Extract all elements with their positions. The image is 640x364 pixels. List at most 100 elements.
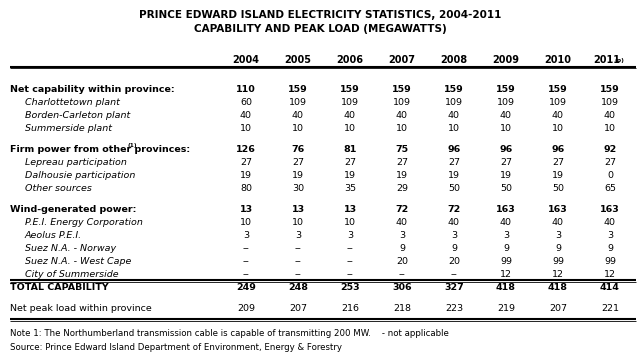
Text: Summerside plant: Summerside plant [25,124,112,133]
Text: 3: 3 [347,231,353,240]
Text: 159: 159 [392,85,412,94]
Text: 72: 72 [447,205,461,214]
Text: 159: 159 [600,85,620,94]
Text: 50: 50 [448,184,460,193]
Text: 248: 248 [288,283,308,292]
Text: Wind-generated power:: Wind-generated power: [10,205,136,214]
Text: 27: 27 [396,158,408,167]
Text: 9: 9 [503,244,509,253]
Text: 221: 221 [601,304,619,313]
Text: 99: 99 [552,257,564,266]
Text: --: -- [294,244,301,253]
Text: 9: 9 [607,244,613,253]
Text: 30: 30 [292,184,304,193]
Text: (1): (1) [128,143,138,149]
Text: 163: 163 [496,205,516,214]
Text: 27: 27 [604,158,616,167]
Text: 306: 306 [392,283,412,292]
Text: 40: 40 [240,111,252,120]
Text: 99: 99 [604,257,616,266]
Text: 207: 207 [549,304,567,313]
Text: 110: 110 [236,85,256,94]
Text: 65: 65 [604,184,616,193]
Text: 163: 163 [600,205,620,214]
Text: 80: 80 [240,184,252,193]
Text: 3: 3 [295,231,301,240]
Text: 40: 40 [396,218,408,227]
Text: 96: 96 [552,145,564,154]
Text: 109: 109 [549,98,567,107]
Text: PRINCE EDWARD ISLAND ELECTRICITY STATISTICS, 2004-2011: PRINCE EDWARD ISLAND ELECTRICITY STATIST… [139,10,501,20]
Text: Borden-Carleton plant: Borden-Carleton plant [25,111,131,120]
Text: 218: 218 [393,304,411,313]
Text: 159: 159 [444,85,464,94]
Text: CAPABILITY AND PEAK LOAD (MEGAWATTS): CAPABILITY AND PEAK LOAD (MEGAWATTS) [194,24,446,34]
Text: --: -- [451,270,458,279]
Text: 19: 19 [552,171,564,180]
Text: 40: 40 [500,218,512,227]
Text: 9: 9 [555,244,561,253]
Text: TOTAL CAPABILITY: TOTAL CAPABILITY [10,283,109,292]
Text: 12: 12 [500,270,512,279]
Text: 20: 20 [448,257,460,266]
Text: 12: 12 [552,270,564,279]
Text: Aeolus P.E.I.: Aeolus P.E.I. [25,231,82,240]
Text: Suez N.A. - Norway: Suez N.A. - Norway [25,244,116,253]
Text: 40: 40 [500,111,512,120]
Text: 10: 10 [240,218,252,227]
Text: 0: 0 [607,171,613,180]
Text: 13: 13 [344,205,356,214]
Text: 12: 12 [604,270,616,279]
Text: 418: 418 [548,283,568,292]
Text: 27: 27 [552,158,564,167]
Text: 19: 19 [292,171,304,180]
Text: 92: 92 [604,145,616,154]
Text: Source: Prince Edward Island Department of Environment, Energy & Forestry: Source: Prince Edward Island Department … [10,343,342,352]
Text: 40: 40 [552,218,564,227]
Text: 109: 109 [497,98,515,107]
Text: 27: 27 [500,158,512,167]
Text: --: -- [243,257,250,266]
Text: 2005: 2005 [285,55,312,65]
Text: --: -- [294,270,301,279]
Text: 10: 10 [604,124,616,133]
Text: 40: 40 [344,111,356,120]
Text: (p): (p) [614,58,624,63]
Text: 126: 126 [236,145,256,154]
Text: 40: 40 [552,111,564,120]
Text: 2011: 2011 [593,55,621,65]
Text: --: -- [243,244,250,253]
Text: 96: 96 [499,145,513,154]
Text: Dalhousie participation: Dalhousie participation [25,171,136,180]
Text: 2009: 2009 [493,55,520,65]
Text: P.E.I. Energy Corporation: P.E.I. Energy Corporation [25,218,143,227]
Text: 159: 159 [340,85,360,94]
Text: 418: 418 [496,283,516,292]
Text: 207: 207 [289,304,307,313]
Text: 223: 223 [445,304,463,313]
Text: Suez N.A. - West Cape: Suez N.A. - West Cape [25,257,131,266]
Text: 96: 96 [447,145,461,154]
Text: --: -- [347,270,353,279]
Text: 27: 27 [344,158,356,167]
Text: --: -- [294,257,301,266]
Text: 10: 10 [396,124,408,133]
Text: Note 1: The Northumberland transmission cable is capable of transmitting 200 MW.: Note 1: The Northumberland transmission … [10,329,449,338]
Text: 40: 40 [396,111,408,120]
Text: 209: 209 [237,304,255,313]
Text: 10: 10 [448,124,460,133]
Text: 40: 40 [604,218,616,227]
Text: 2006: 2006 [337,55,364,65]
Text: 2008: 2008 [440,55,468,65]
Text: Net peak load within province: Net peak load within province [10,304,152,313]
Text: 109: 109 [341,98,359,107]
Text: 2010: 2010 [545,55,572,65]
Text: 3: 3 [607,231,613,240]
Text: --: -- [243,270,250,279]
Text: 20: 20 [396,257,408,266]
Text: Lepreau participation: Lepreau participation [25,158,127,167]
Text: 19: 19 [396,171,408,180]
Text: 50: 50 [552,184,564,193]
Text: 109: 109 [289,98,307,107]
Text: 10: 10 [344,218,356,227]
